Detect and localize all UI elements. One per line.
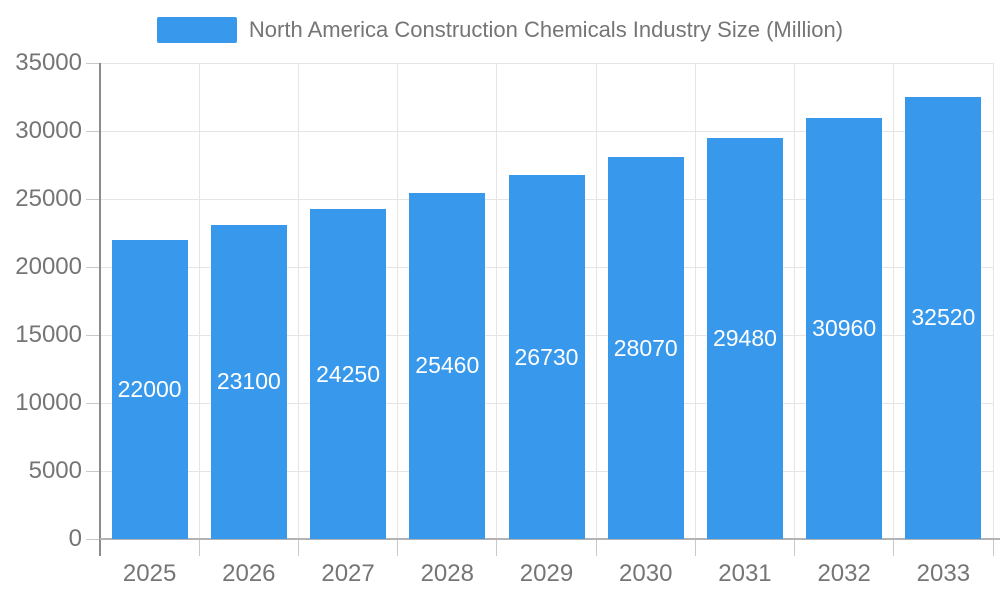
- gridline-horizontal: [100, 62, 993, 64]
- x-axis-tick-label: 2031: [718, 560, 772, 587]
- legend-label: North America Construction Chemicals Ind…: [248, 17, 844, 42]
- x-axis-tick: [893, 539, 895, 556]
- y-axis-tick-label: 25000: [15, 185, 82, 212]
- x-axis-tick: [992, 539, 994, 556]
- y-axis: [99, 63, 101, 556]
- y-axis-tick: [86, 538, 100, 540]
- x-axis-tick-label: 2029: [519, 560, 574, 587]
- x-axis-tick: [198, 539, 200, 556]
- legend[interactable]: North America Construction Chemicals Ind…: [0, 17, 1000, 43]
- bar-value-label: 24250: [316, 360, 381, 387]
- x-axis-tick: [794, 539, 796, 556]
- y-axis-tick-label: 35000: [15, 49, 82, 76]
- gridline-vertical: [992, 63, 994, 539]
- y-axis-tick-label: 20000: [15, 253, 82, 280]
- bar-2031[interactable]: 29480: [706, 138, 783, 539]
- y-axis-tick: [86, 470, 100, 472]
- x-axis-tick: [694, 539, 696, 556]
- y-axis-tick: [86, 266, 100, 268]
- bar-2027[interactable]: 24250: [310, 209, 387, 539]
- bar-2030[interactable]: 28070: [607, 157, 684, 539]
- bar-value-label: 25460: [415, 352, 480, 379]
- x-axis-tick: [496, 539, 498, 556]
- y-axis-tick-label: 0: [68, 525, 82, 552]
- bar-2025[interactable]: 22000: [111, 239, 188, 539]
- bar-value-label: 28070: [613, 334, 678, 361]
- y-axis-tick-label: 5000: [28, 457, 82, 484]
- y-axis-tick: [86, 62, 100, 64]
- x-axis-tick-label: 2026: [222, 560, 276, 587]
- legend-swatch-icon[interactable]: [156, 17, 237, 43]
- y-axis-tick: [86, 130, 100, 132]
- bar-value-label: 30960: [812, 314, 877, 341]
- gridline-vertical: [496, 63, 498, 539]
- x-axis-tick-label: 2032: [817, 560, 871, 587]
- x-axis-tick-label: 2025: [122, 560, 177, 587]
- x-axis-tick: [297, 539, 299, 556]
- gridline-vertical: [595, 63, 597, 539]
- bar-2029[interactable]: 26730: [508, 175, 585, 539]
- x-axis-tick: [595, 539, 597, 556]
- gridline-vertical: [794, 63, 796, 539]
- y-axis-tick: [86, 198, 100, 200]
- y-axis-tick: [86, 334, 100, 336]
- bar-value-label: 32520: [911, 304, 976, 331]
- x-axis-tick-label: 2028: [420, 560, 474, 587]
- y-axis-tick: [86, 402, 100, 404]
- bar-value-label: 22000: [117, 375, 182, 402]
- bar-value-label: 23100: [216, 368, 281, 395]
- bar-2028[interactable]: 25460: [409, 192, 486, 539]
- bar-2026[interactable]: 23100: [210, 224, 287, 539]
- x-axis: [100, 538, 1000, 540]
- bar-value-label: 26730: [514, 343, 579, 370]
- gridline-vertical: [694, 63, 696, 539]
- bar-2032[interactable]: 30960: [806, 117, 883, 539]
- bar-value-label: 29480: [712, 325, 777, 352]
- x-axis-tick-label: 2027: [321, 560, 375, 587]
- gridline-horizontal: [100, 130, 993, 132]
- gridline-vertical: [198, 63, 200, 539]
- gridline-vertical: [893, 63, 895, 539]
- y-axis-tick-label: 10000: [15, 389, 82, 416]
- y-axis-tick-label: 30000: [15, 117, 82, 144]
- y-axis-tick-label: 15000: [15, 321, 82, 348]
- x-axis-tick: [397, 539, 399, 556]
- bar-2033[interactable]: 32520: [905, 96, 982, 539]
- x-axis-tick-label: 2033: [916, 560, 971, 587]
- gridline-vertical: [397, 63, 399, 539]
- x-axis-tick-label: 2030: [619, 560, 673, 587]
- gridline-vertical: [297, 63, 299, 539]
